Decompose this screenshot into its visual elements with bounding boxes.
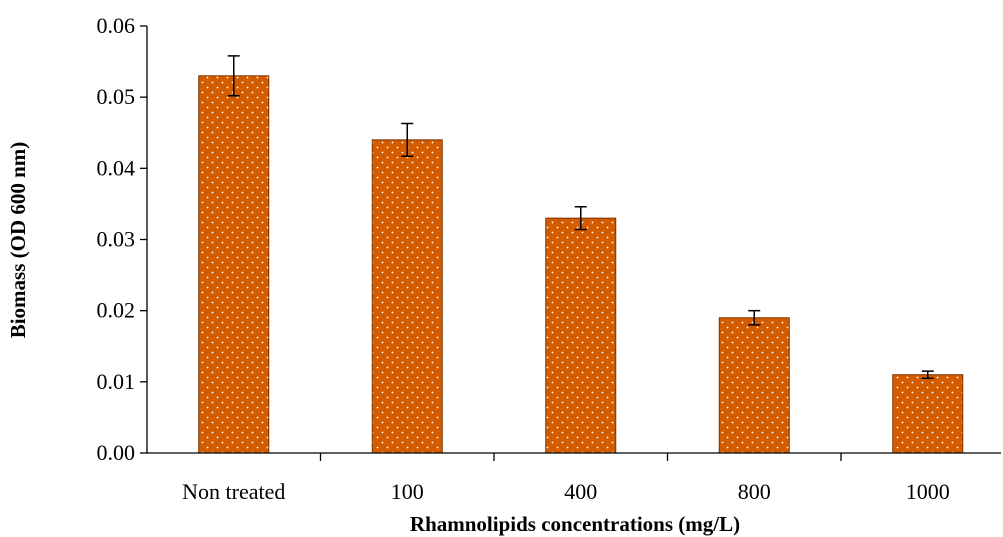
- x-tick-label-3: 800: [738, 479, 771, 504]
- y-tick-label-4: 0.04: [97, 155, 136, 180]
- axes-layer: 0.00 0.01 0.02 0.03 0.04 0.05 0.06 Non treated 1…: [97, 13, 1001, 504]
- y-tick-label-0: 0.00: [97, 440, 136, 465]
- bar-1: [371, 139, 443, 454]
- x-tick-label-2: 400: [564, 479, 597, 504]
- error-bars-layer: [227, 55, 934, 380]
- y-tick-label-6: 0.06: [97, 13, 136, 38]
- y-axis-title: Biomass (OD 600 nm): [6, 142, 30, 339]
- x-tick-label-0: Non treated: [182, 479, 285, 504]
- bar-0: [198, 75, 270, 454]
- bar-2: [545, 217, 617, 454]
- y-tick-label-1: 0.01: [97, 369, 136, 394]
- bar-4: [892, 374, 964, 454]
- y-tick-label-2: 0.02: [97, 298, 136, 323]
- y-tick-label-5: 0.05: [97, 84, 136, 109]
- bars-layer: [198, 75, 964, 454]
- y-tick-label-3: 0.03: [97, 227, 136, 252]
- x-tick-label-4: 1000: [906, 479, 950, 504]
- bar-3: [718, 317, 790, 454]
- x-tick-label-1: 100: [391, 479, 424, 504]
- x-axis-title: Rhamnolipids concentrations (mg/L): [410, 512, 740, 536]
